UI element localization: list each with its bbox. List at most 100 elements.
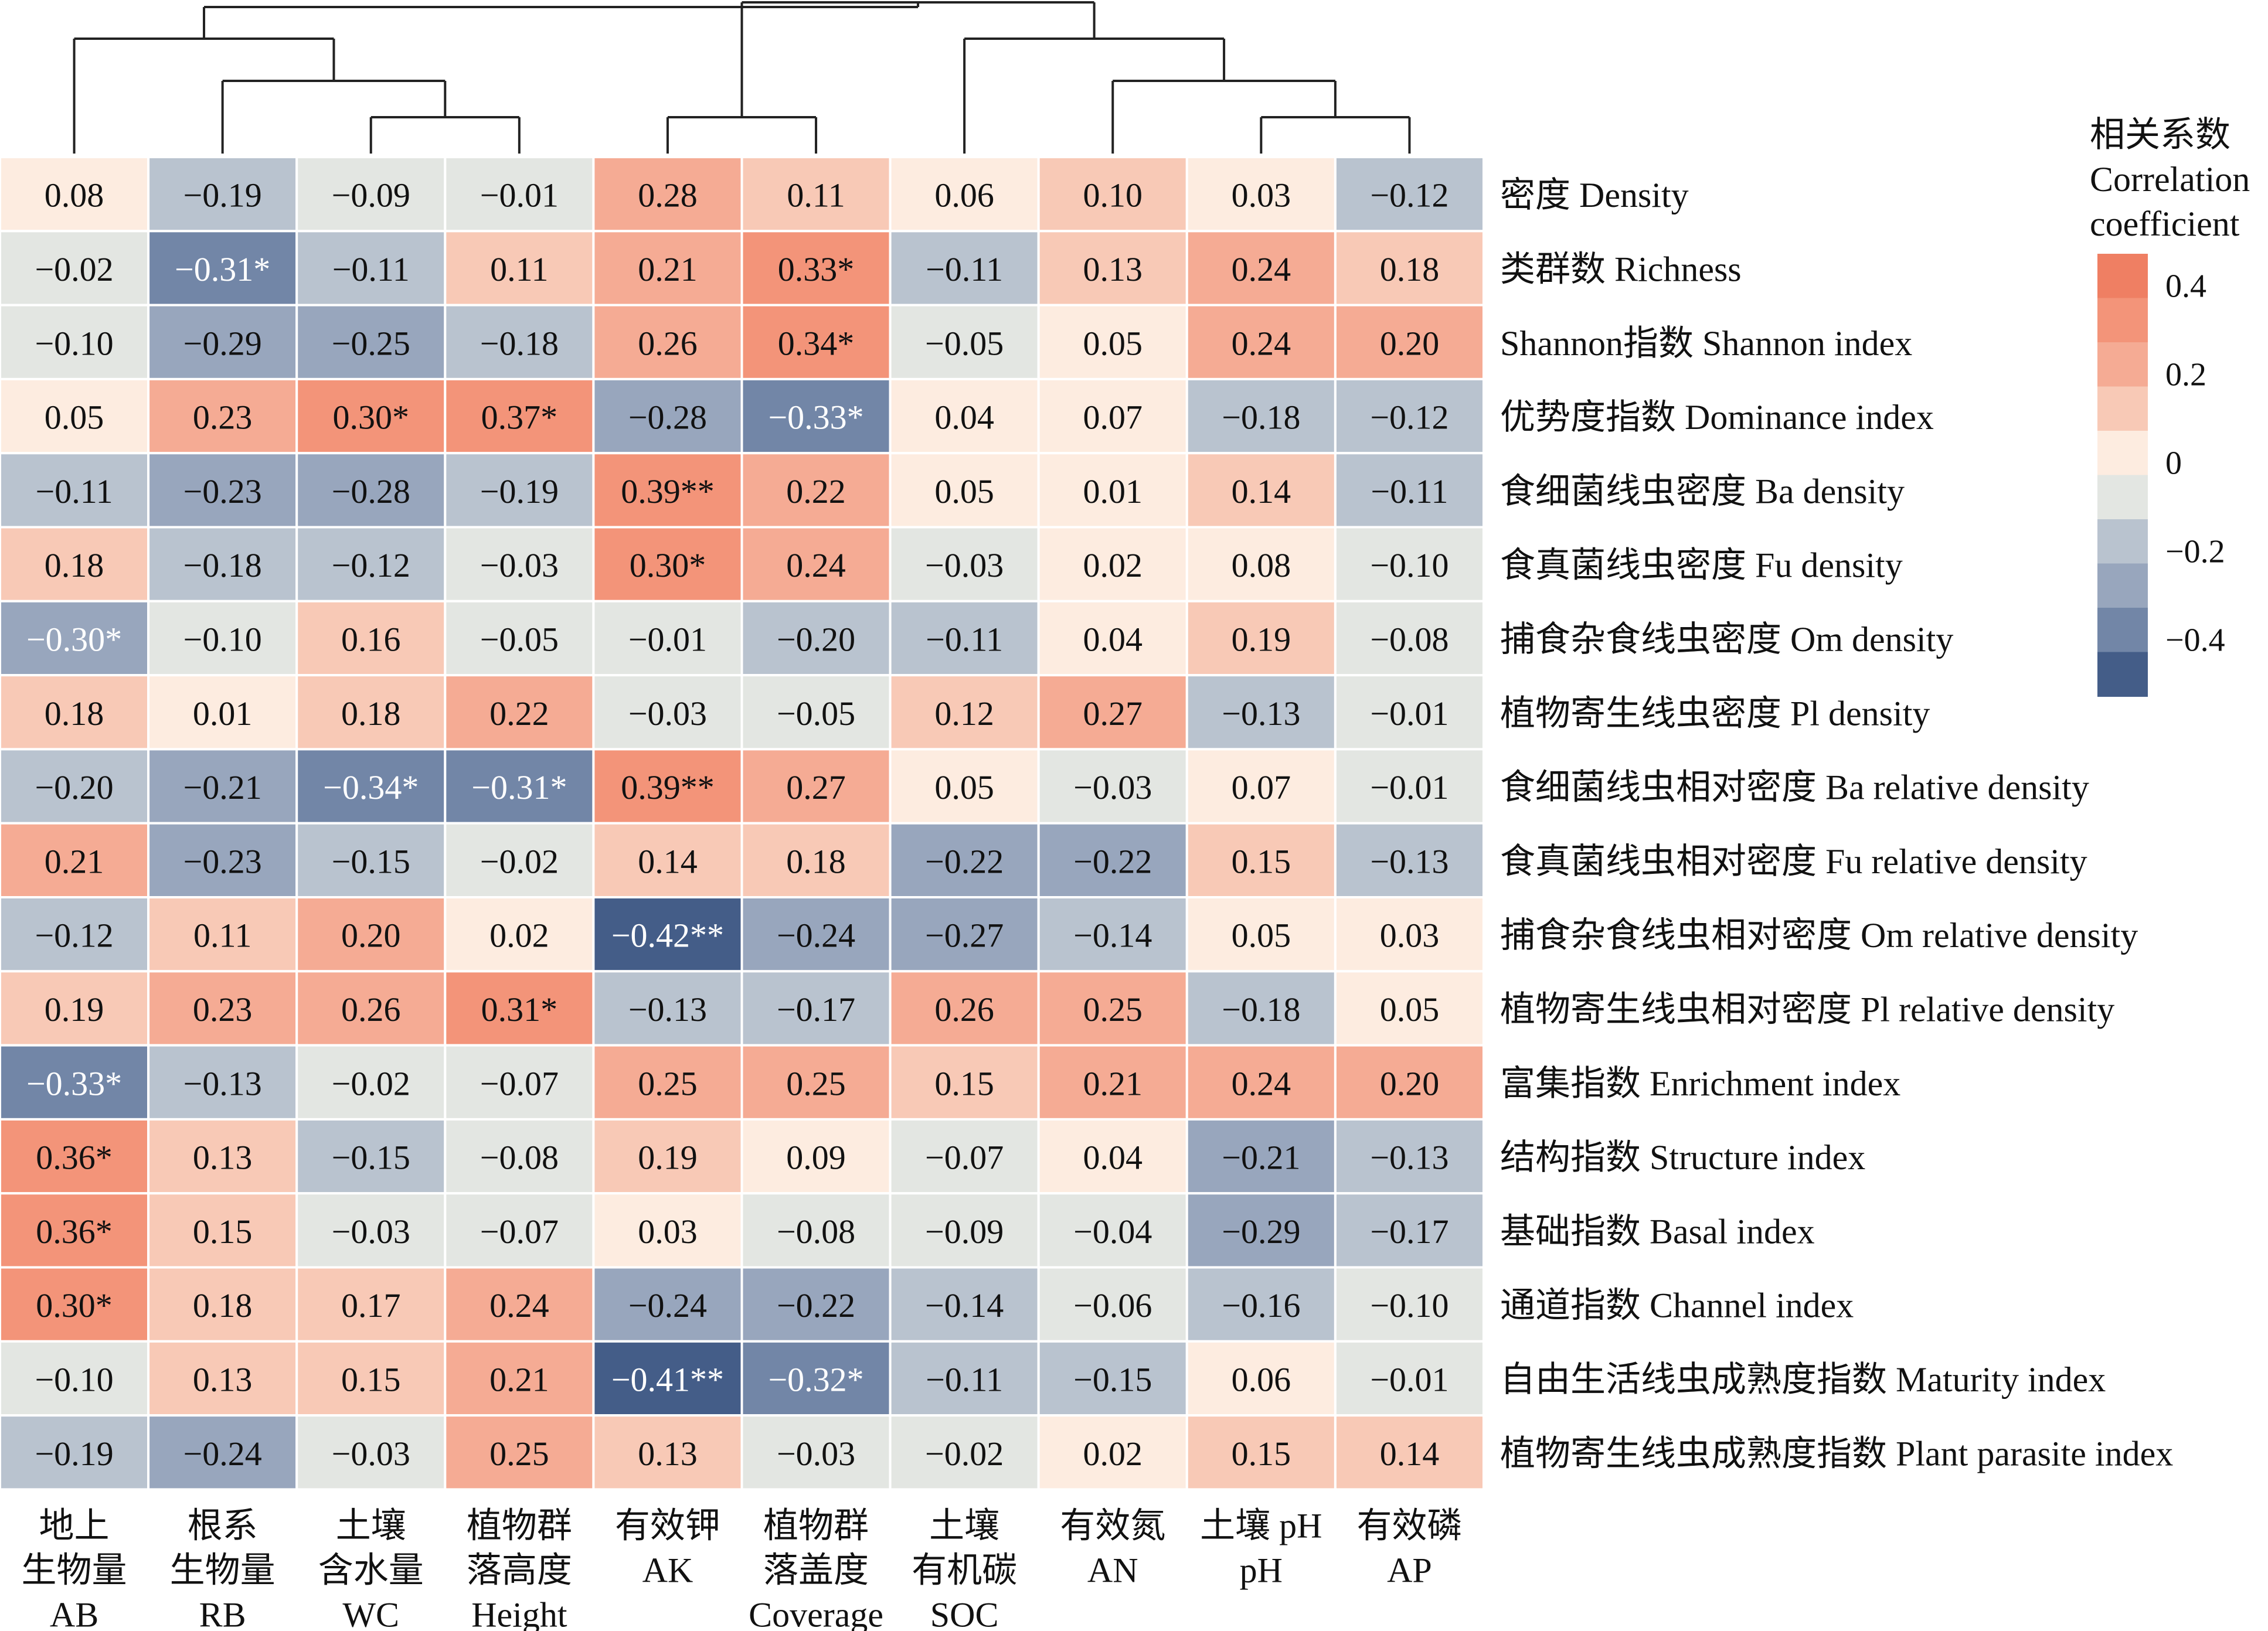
heatmap-cell: [295, 1340, 447, 1417]
cell-value-label: −0.03: [628, 694, 707, 733]
cell-value-label: −0.12: [332, 546, 410, 584]
cell-value-label: 0.05: [934, 472, 994, 510]
column-label: 地上: [39, 1506, 110, 1545]
heatmap-cell: [740, 1340, 892, 1417]
cell-value-label: 0.05: [1083, 324, 1143, 362]
heatmap-cell: [592, 230, 743, 307]
row-labels: 密度 Density 类群数 Richness Shannon指数 Shannon …: [1500, 176, 2173, 1473]
cell-value-label: −0.05: [925, 324, 1004, 362]
cell-value-label: 0.15: [1232, 842, 1291, 880]
row-label: 植物寄生线虫密度 Pl density: [1500, 694, 1930, 733]
cell-value-label: −0.19: [480, 472, 559, 510]
cell-value-label: −0.18: [480, 324, 559, 362]
cell-value-label: −0.08: [777, 1213, 855, 1251]
cell-value-label: 0.05: [1232, 917, 1291, 955]
cell-value-label: 0.08: [1232, 546, 1291, 584]
cell-value-label: 0.13: [193, 1139, 253, 1177]
heatmap-cell: [1185, 674, 1337, 751]
cell-value-label: 0.27: [1083, 694, 1143, 733]
cell-value-label: 0.30*: [333, 399, 410, 437]
heatmap-cell: [295, 1044, 447, 1121]
cell-value-label: −0.07: [480, 1213, 559, 1251]
color-legend: 相关系数 Correlation coefficient 0.4 0.2 0 −0.2 −0.…: [2090, 115, 2250, 697]
cell-value-label: 0.31*: [481, 990, 558, 1029]
cell-value-label: −0.29: [183, 324, 262, 362]
column-label: 根系: [188, 1506, 258, 1545]
cell-value-label: −0.25: [332, 324, 410, 362]
cell-value-label: −0.08: [1370, 620, 1448, 658]
cell-value-label: −0.10: [35, 324, 113, 362]
cell-value-label: −0.04: [1073, 1213, 1152, 1251]
cell-value-label: −0.11: [332, 250, 410, 288]
cell-value-label: −0.03: [480, 546, 559, 584]
row-label: 自由生活线虫成熟度指数 Maturity index: [1500, 1360, 2106, 1399]
heatmap-cell: [0, 1414, 150, 1491]
cell-value-label: −0.28: [628, 399, 707, 437]
cell-value-label: 0.04: [934, 399, 994, 437]
column-label: 土壤: [336, 1506, 406, 1545]
cell-value-label: 0.18: [786, 842, 846, 880]
column-label: AK: [642, 1551, 693, 1589]
row-label: 基础指数 Basal index: [1500, 1212, 1815, 1251]
cell-value-label: 0.09: [786, 1139, 846, 1177]
column-label: Coverage: [749, 1595, 883, 1631]
cell-value-label: 0.21: [638, 250, 698, 288]
cell-value-label: 0.39**: [621, 768, 715, 806]
heatmap-cell: [1037, 822, 1188, 898]
cell-value-label: 0.26: [638, 324, 698, 362]
cell-value-label: −0.13: [628, 990, 707, 1029]
cell-value-label: −0.32*: [768, 1360, 863, 1398]
heatmap-cell: [592, 452, 743, 529]
cell-value-label: −0.27: [925, 917, 1004, 955]
cell-value-label: −0.13: [1370, 1139, 1448, 1177]
cell-value-label: −0.21: [1222, 1139, 1300, 1177]
cell-value-label: 0.04: [1083, 620, 1143, 658]
cell-value-label: −0.10: [1370, 1286, 1448, 1324]
cell-value-label: −0.11: [926, 1360, 1003, 1398]
heatmap-cell: [889, 526, 1040, 602]
column-label: AP: [1387, 1551, 1432, 1589]
heatmap-cell: [740, 1266, 892, 1343]
heatmap-cell: [444, 230, 595, 307]
heatmap-cell: [444, 1118, 595, 1195]
cell-value-label: 0.11: [490, 250, 548, 288]
heatmap-cell: [295, 970, 447, 1047]
heatmap-cell: [889, 822, 1040, 898]
row-label: 富集指数 Enrichment index: [1500, 1064, 1900, 1103]
cell-value-label: 0.39**: [621, 472, 715, 510]
row-label: 食细菌线虫相对密度 Ba relative density: [1500, 768, 2089, 807]
cell-value-label: −0.42**: [611, 917, 724, 955]
cell-value-label: −0.24: [777, 917, 855, 955]
heatmap-cell: [147, 896, 298, 973]
legend-tick-label: −0.4: [2165, 622, 2225, 659]
cell-value-label: −0.02: [480, 842, 559, 880]
cell-value-label: −0.03: [332, 1435, 410, 1473]
cell-value-label: −0.22: [777, 1286, 855, 1324]
cell-value-label: 0.01: [1083, 472, 1143, 510]
cell-value-label: 0.19: [638, 1139, 698, 1177]
cell-value-label: 0.13: [638, 1435, 698, 1473]
heatmap-cell: [147, 377, 298, 455]
cell-value-label: −0.11: [36, 472, 113, 510]
heatmap-cell: [1185, 377, 1337, 455]
cell-value-label: 0.13: [1083, 250, 1143, 288]
cell-value-label: 0.11: [193, 917, 251, 955]
heatmap-cell: [1185, 970, 1337, 1047]
cell-value-label: −0.11: [1371, 472, 1448, 510]
legend-title: 相关系数: [2090, 115, 2230, 154]
cell-value-label: 0.07: [1083, 399, 1143, 437]
cell-value-label: 0.36*: [36, 1139, 113, 1177]
heatmap-cell: [1334, 822, 1485, 898]
heatmap-cell: [1037, 970, 1188, 1047]
cell-value-label: −0.12: [35, 917, 113, 955]
legend-tick-label: 0.4: [2165, 268, 2206, 305]
heatmap-cell: [1185, 1340, 1337, 1417]
column-label: 植物群: [763, 1506, 869, 1545]
cell-value-label: 0.20: [1380, 324, 1440, 362]
heatmap-cell: [1185, 748, 1337, 825]
row-label: 密度 Density: [1500, 176, 1689, 214]
cell-value-label: −0.20: [35, 768, 113, 806]
heatmap-cell: [444, 1044, 595, 1121]
heatmap-cell: [0, 452, 150, 529]
cell-value-label: 0.15: [341, 1360, 401, 1398]
